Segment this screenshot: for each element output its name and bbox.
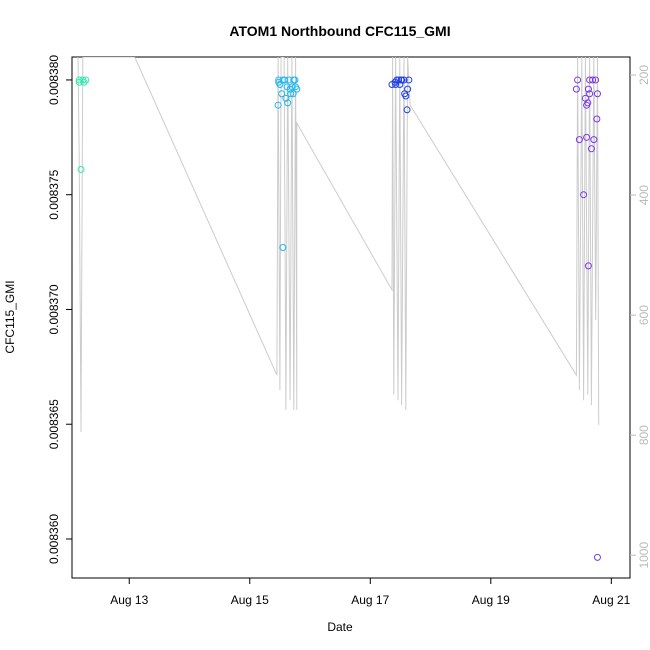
point bbox=[275, 78, 283, 86]
x-tick-label: Aug 21 bbox=[592, 593, 630, 607]
y2-tick-label: 200 bbox=[637, 65, 650, 85]
point bbox=[291, 76, 299, 84]
y-axis-label: CFC115_GMI bbox=[3, 280, 17, 353]
point bbox=[575, 136, 583, 144]
point bbox=[397, 76, 405, 84]
x-tick-label: Aug 13 bbox=[110, 593, 148, 607]
y-tick-label: 0.008375 bbox=[47, 169, 61, 219]
point bbox=[586, 90, 594, 98]
point bbox=[589, 76, 597, 84]
y2-tick-label: 600 bbox=[637, 305, 650, 325]
point bbox=[593, 115, 601, 123]
x-tick-label: Aug 15 bbox=[231, 593, 269, 607]
x-tick-label: Aug 19 bbox=[472, 593, 510, 607]
point bbox=[584, 85, 592, 93]
point bbox=[587, 145, 595, 153]
point bbox=[593, 553, 601, 561]
point bbox=[287, 90, 295, 98]
point bbox=[75, 78, 83, 86]
x-axis-label: Date bbox=[327, 620, 353, 634]
point bbox=[284, 99, 292, 107]
y-tick-label: 0.008380 bbox=[47, 55, 61, 105]
point bbox=[279, 243, 287, 251]
plot-frame bbox=[71, 56, 631, 579]
point bbox=[289, 90, 297, 98]
point bbox=[580, 191, 588, 199]
y-tick-label: 0.008370 bbox=[47, 284, 61, 334]
point bbox=[572, 85, 580, 93]
y2-tick-label: 1000 bbox=[637, 542, 650, 569]
point bbox=[583, 133, 591, 141]
point bbox=[592, 76, 600, 84]
y-tick-label: 0.008365 bbox=[47, 399, 61, 449]
point bbox=[593, 90, 601, 98]
point bbox=[405, 76, 413, 84]
point bbox=[400, 76, 408, 84]
point bbox=[392, 81, 400, 89]
point bbox=[396, 81, 404, 89]
point bbox=[584, 262, 592, 270]
plot-area bbox=[75, 57, 601, 561]
x-tick-label: Aug 17 bbox=[351, 593, 389, 607]
y-tick-label: 0.008360 bbox=[47, 514, 61, 564]
point bbox=[574, 76, 582, 84]
point bbox=[590, 136, 598, 144]
point bbox=[278, 90, 286, 98]
point bbox=[404, 85, 412, 93]
point bbox=[403, 106, 411, 114]
point bbox=[77, 165, 85, 173]
y2-tick-label: 400 bbox=[637, 185, 650, 205]
y2-tick-label: 800 bbox=[637, 425, 650, 445]
point bbox=[279, 76, 287, 84]
line-series bbox=[77, 57, 600, 433]
point bbox=[80, 78, 88, 86]
point bbox=[402, 92, 410, 100]
point bbox=[584, 99, 592, 107]
point bbox=[282, 94, 290, 102]
point bbox=[82, 76, 90, 84]
chart-title: ATOM1 Northbound CFC115_GMI bbox=[229, 23, 450, 39]
point bbox=[281, 76, 289, 84]
point bbox=[274, 101, 282, 109]
point bbox=[293, 85, 301, 93]
